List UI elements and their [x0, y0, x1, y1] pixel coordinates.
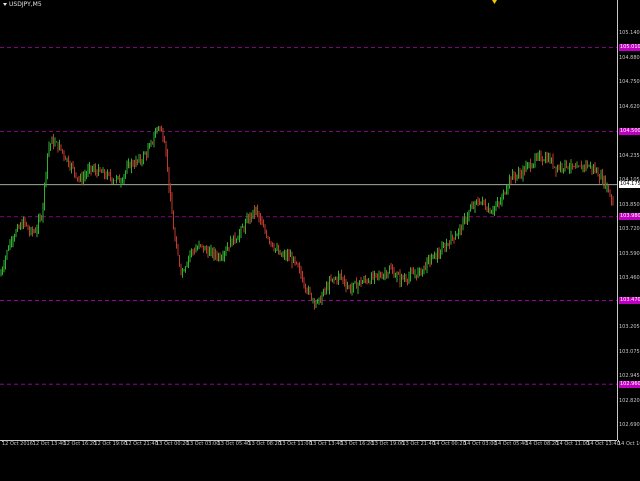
level-price-tag: 103.470: [619, 296, 640, 304]
time-tick-label: 14 Oct 13:40: [587, 441, 620, 447]
time-tick-mark: [371, 440, 373, 442]
time-tick-mark: [556, 440, 558, 442]
dropdown-arrow-icon: [3, 3, 7, 6]
price-tick-label: 104.105: [619, 177, 640, 183]
time-tick-label: 13 Oct 05:40: [217, 441, 251, 447]
time-tick-mark: [464, 440, 465, 442]
price-tick-label: 105.140: [619, 30, 640, 36]
time-tick-label: 14 Oct 05:40: [494, 441, 528, 447]
price-axis[interactable]: [617, 0, 640, 440]
ea-marker-icon: [492, 0, 497, 4]
bid-price-tag: 104.175: [619, 181, 640, 189]
price-tick-label: 103.850: [619, 201, 640, 208]
time-tick-label: 13 Oct 00:20: [156, 441, 189, 447]
time-tick-label: 13 Oct 21:40: [402, 441, 435, 447]
price-plot[interactable]: [0, 0, 617, 440]
time-axis[interactable]: [0, 440, 617, 481]
time-tick-label: 13 Oct 08:20: [248, 441, 281, 447]
time-tick-mark: [494, 440, 496, 442]
time-tick-mark: [63, 440, 65, 442]
time-tick-label: 14 Oct 03:00: [464, 441, 497, 447]
level-price-tag: 105.010: [619, 44, 640, 52]
price-tick-label: 102.820: [619, 397, 640, 404]
level-price-tag: 104.500: [619, 127, 640, 135]
time-tick-label: 14 Oct 16:2: [618, 441, 640, 447]
symbol-text: USDJPY,M5: [9, 1, 42, 8]
time-tick-mark: [618, 440, 619, 442]
time-tick-label: 13 Oct 19:00: [371, 441, 405, 447]
time-tick-mark: [156, 440, 157, 442]
price-tick-label: 104.880: [619, 54, 640, 61]
price-tick-label: 103.205: [619, 324, 640, 330]
time-tick-label: 12 Oct 19:00: [94, 441, 127, 447]
time-tick-label: 14 Oct 08:20: [525, 441, 559, 447]
level-price-tag: 103.980: [619, 213, 640, 221]
time-tick-label: 13 Oct 16:20: [340, 441, 374, 447]
price-tick-label: 102.945: [619, 373, 640, 379]
time-tick-mark: [525, 440, 527, 442]
time-tick-label: 13 Oct 11:00: [279, 441, 312, 447]
price-tick-label: 102.690: [619, 422, 640, 428]
time-tick-mark: [32, 440, 34, 442]
time-tick-label: 13 Oct 03:00: [186, 441, 220, 447]
time-tick-mark: [402, 440, 404, 442]
time-tick-mark: [248, 440, 250, 442]
time-tick-label: 12 Oct 2016: [2, 441, 33, 447]
price-tick-label: 104.235: [619, 152, 640, 159]
time-tick-mark: [279, 440, 281, 442]
price-tick-label: 103.590: [619, 250, 640, 257]
time-tick-label: 14 Oct 11:00: [556, 441, 589, 447]
time-tick-mark: [94, 440, 96, 442]
time-tick-mark: [217, 440, 219, 442]
time-tick-mark: [186, 440, 188, 442]
price-tick-label: 104.750: [619, 79, 640, 85]
time-tick-label: 12 Oct 13:40: [32, 441, 66, 447]
price-tick-label: 103.075: [619, 348, 640, 355]
time-tick-label: 14 Oct 00:20: [433, 441, 466, 447]
time-tick-label: 12 Oct 21:40: [125, 441, 158, 447]
time-tick-mark: [125, 440, 127, 442]
price-tick-label: 104.620: [619, 103, 640, 110]
price-tick-label: 103.720: [619, 226, 640, 232]
symbol-label: USDJPY,M5: [3, 1, 42, 8]
time-tick-mark: [340, 440, 342, 442]
time-tick-mark: [587, 440, 589, 442]
time-tick-mark: [310, 440, 311, 442]
time-tick-mark: [433, 440, 435, 442]
time-tick-label: 13 Oct 13:40: [310, 441, 343, 447]
price-tick-label: 103.460: [619, 275, 640, 281]
level-price-tag: 102.960: [619, 380, 640, 388]
time-tick-mark: [2, 440, 3, 442]
time-tick-label: 12 Oct 16:20: [63, 441, 97, 447]
